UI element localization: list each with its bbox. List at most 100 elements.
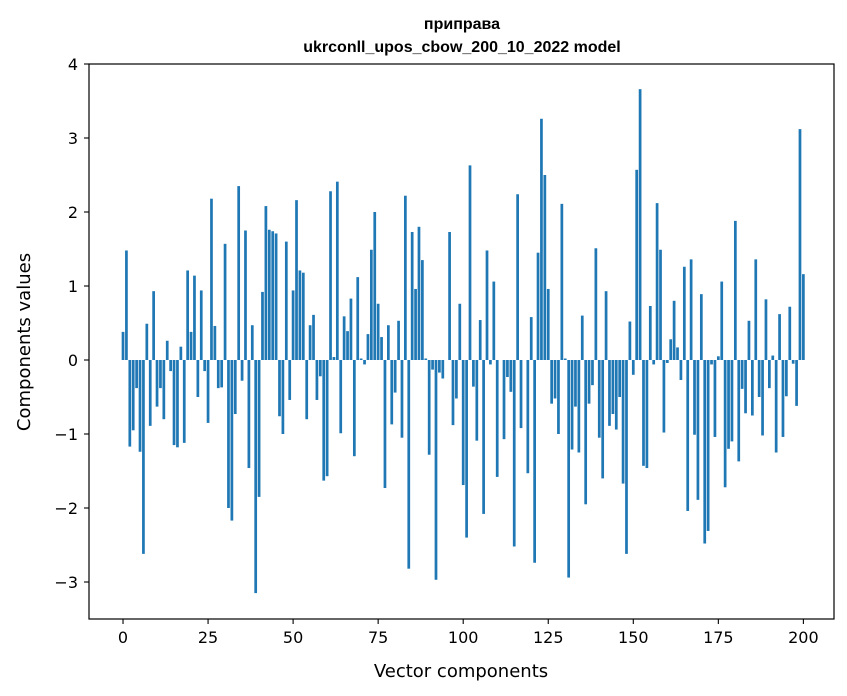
bar-component-107 xyxy=(485,250,489,360)
bar-component-198 xyxy=(795,360,798,406)
bar-component-66 xyxy=(346,331,349,360)
bar-component-67 xyxy=(349,298,353,360)
bar-component-158 xyxy=(659,249,662,360)
bar-component-71 xyxy=(363,360,366,365)
bar-component-116 xyxy=(516,194,519,360)
bar-component-42 xyxy=(264,206,268,360)
bar-component-161 xyxy=(669,339,673,360)
bar-component-159 xyxy=(662,360,666,433)
bar-component-36 xyxy=(244,230,247,360)
bar-component-49 xyxy=(288,360,292,400)
bar-component-23 xyxy=(199,290,203,360)
bar-component-197 xyxy=(791,360,795,364)
y-tick-label: −3 xyxy=(54,573,78,592)
bar-component-142 xyxy=(604,291,608,360)
bar-component-165 xyxy=(682,266,686,360)
bar-component-75 xyxy=(376,303,380,360)
bar-component-74 xyxy=(373,212,377,360)
bar-component-174 xyxy=(713,360,717,437)
bar-component-45 xyxy=(274,233,278,360)
bar-component-37 xyxy=(247,360,251,469)
bar-component-2 xyxy=(128,360,132,447)
x-tick-label: 150 xyxy=(618,628,649,647)
bar-component-32 xyxy=(230,360,234,521)
bar-component-61 xyxy=(329,191,332,360)
bar-component-79 xyxy=(390,360,394,425)
bar-component-135 xyxy=(580,315,584,360)
bar-component-57 xyxy=(315,360,319,400)
x-tick-label: 25 xyxy=(198,628,218,647)
bar-component-180 xyxy=(733,220,737,360)
bar-component-134 xyxy=(577,360,581,453)
bar-component-78 xyxy=(387,325,390,360)
bar-component-33 xyxy=(233,360,237,415)
bar-component-94 xyxy=(441,360,445,379)
bar-component-166 xyxy=(686,360,690,511)
bar-component-102 xyxy=(468,165,472,360)
x-axis-ticks: 0 25 50 75 100 125 150 175 200 xyxy=(118,619,819,647)
bar-component-155 xyxy=(648,305,652,360)
bar-component-164 xyxy=(679,360,683,380)
bar-component-141 xyxy=(601,360,605,479)
x-tick-label: 50 xyxy=(283,628,303,647)
bar-component-11 xyxy=(159,360,162,389)
bar-component-160 xyxy=(665,360,669,363)
x-tick-label: 100 xyxy=(448,628,479,647)
bar-component-99 xyxy=(458,303,462,360)
y-tick-label: 4 xyxy=(68,55,78,74)
bar-component-5 xyxy=(138,360,142,452)
bar-component-114 xyxy=(509,360,513,392)
x-tick-label: 0 xyxy=(118,628,128,647)
bar-component-64 xyxy=(339,360,343,434)
bar-component-43 xyxy=(267,229,271,360)
bar-component-17 xyxy=(179,346,183,360)
x-tick-label: 200 xyxy=(788,628,819,647)
bar-component-183 xyxy=(744,360,747,414)
bar-component-52 xyxy=(298,270,302,360)
bar-component-137 xyxy=(587,360,591,404)
bar-component-98 xyxy=(455,360,458,399)
bar-component-162 xyxy=(672,300,676,360)
bar-component-22 xyxy=(196,360,200,397)
bar-component-170 xyxy=(699,294,703,360)
bar-component-127 xyxy=(553,360,557,399)
bar-component-140 xyxy=(597,360,601,438)
bar-component-108 xyxy=(489,360,492,365)
bar-component-73 xyxy=(369,249,373,360)
bar-component-190 xyxy=(768,360,771,389)
bar-component-195 xyxy=(785,360,788,397)
bar-component-181 xyxy=(737,360,741,462)
bar-component-87 xyxy=(417,226,421,360)
bar-component-115 xyxy=(512,360,516,547)
bar-component-21 xyxy=(193,275,196,360)
bar-component-173 xyxy=(710,360,713,365)
bar-component-150 xyxy=(631,360,635,375)
bar-component-103 xyxy=(472,360,475,387)
bar-component-96 xyxy=(448,231,451,360)
bar-component-101 xyxy=(465,360,468,538)
bar-component-149 xyxy=(628,321,632,360)
bar-component-51 xyxy=(295,200,298,360)
bar-component-26 xyxy=(210,198,213,360)
bar-component-4 xyxy=(135,360,138,389)
bar-component-144 xyxy=(611,360,615,415)
bar-component-184 xyxy=(747,320,751,360)
bar-component-129 xyxy=(560,203,564,360)
bar-component-168 xyxy=(693,360,696,435)
bar-component-90 xyxy=(427,360,431,455)
x-tick-label: 175 xyxy=(703,628,734,647)
bar-component-24 xyxy=(203,360,207,372)
bar-component-69 xyxy=(356,277,360,360)
bar-component-60 xyxy=(325,360,329,477)
bar-component-122 xyxy=(536,252,540,360)
bar-component-193 xyxy=(778,314,781,360)
bar-component-14 xyxy=(169,360,172,372)
bar-component-40 xyxy=(257,360,261,497)
bar-component-125 xyxy=(546,288,550,360)
y-tick-label: −1 xyxy=(54,425,78,444)
bar-component-110 xyxy=(495,360,499,477)
bar-component-146 xyxy=(618,360,622,397)
chart-title-line2: ukrconll_upos_cbow_200_10_2022 model xyxy=(303,39,620,56)
bar-component-62 xyxy=(332,357,336,360)
